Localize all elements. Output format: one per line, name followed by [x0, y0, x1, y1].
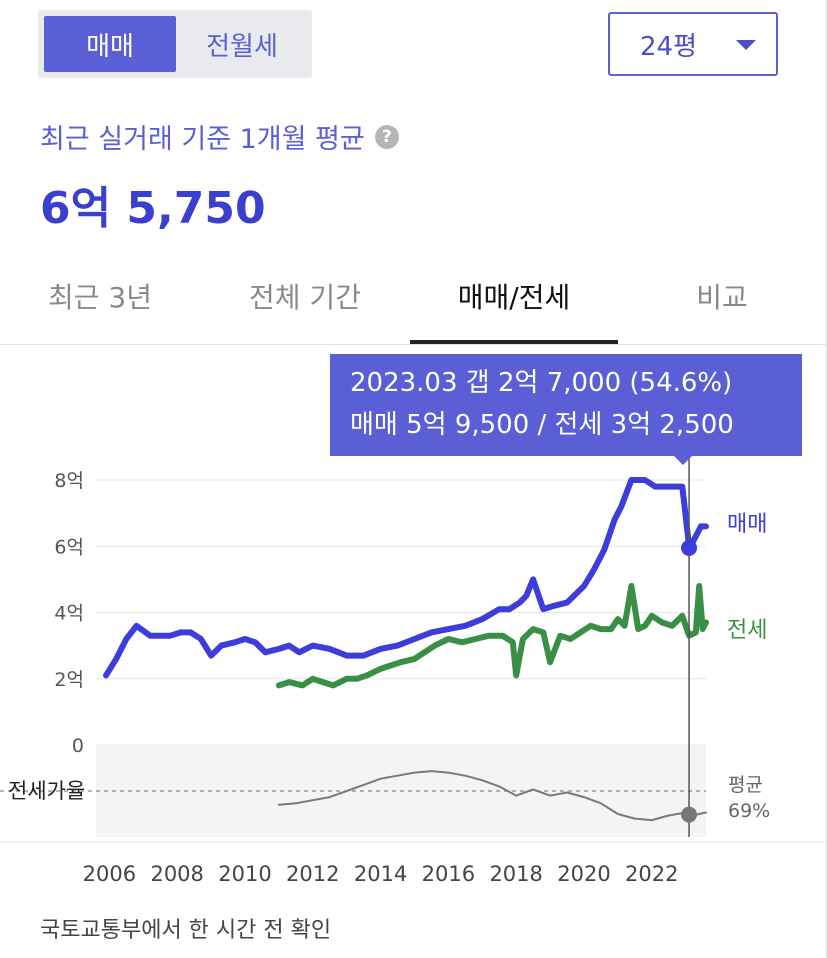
x-tick-label: 2008: [150, 862, 203, 886]
rent-toggle-button[interactable]: 전월세: [206, 31, 278, 62]
price-chart[interactable]: 8억 6억 4억 2억 0 전세가율 평균 69% 2006 2008 2010 2012 20…: [0, 345, 827, 905]
x-tick-label: 2012: [286, 862, 339, 886]
ratio-average-value: 69%: [728, 800, 770, 822]
jeonse-series-label: 전세: [727, 618, 767, 643]
chart-tooltip: 2023.03 갭 2억 7,000 (54.6%) 매매 5억 9,500 /…: [330, 354, 802, 465]
tab-recent-3y[interactable]: 최근 3년: [48, 281, 152, 314]
y-tick-label: 4억: [54, 603, 84, 625]
y-tick-label: 6억: [54, 536, 84, 558]
tabs-divider: [0, 344, 827, 345]
x-tick-label: 2020: [557, 862, 610, 886]
period-tabs: 최근 3년 전체 기간 매매/전세 비교: [0, 250, 827, 342]
ratio-panel-label: 전세가율: [8, 779, 85, 803]
x-tick-label: 2006: [83, 862, 136, 886]
trade-type-toggle: 매매 전월세: [38, 10, 312, 78]
tooltip-line-1: 2023.03 갭 2억 7,000 (54.6%): [350, 368, 733, 398]
y-tick-label: 2억: [54, 669, 84, 691]
active-tab-indicator: [410, 340, 618, 344]
ratio-hover-marker: [681, 806, 698, 823]
tab-all-period[interactable]: 전체 기간: [249, 281, 361, 314]
x-tick-label: 2014: [354, 862, 407, 886]
tooltip-line-2: 매매 5억 9,500 / 전세 3억 2,500: [350, 410, 734, 440]
caret-down-icon: [736, 40, 756, 50]
y-tick-label: 8억: [54, 470, 84, 492]
x-tick-label: 2010: [218, 862, 271, 886]
size-select-value: 24평: [640, 31, 698, 62]
x-tick-label: 2022: [625, 862, 678, 886]
tab-compare[interactable]: 비교: [696, 281, 748, 314]
jeonse-ratio-line: [277, 770, 707, 822]
price-basis-label: 최근 실거래 기준 1개월 평균 ?: [40, 117, 399, 156]
tooltip-arrow: [674, 456, 692, 465]
y-tick-label: 0: [72, 735, 84, 757]
sale-price-line: [103, 477, 709, 679]
data-source-note: 국토교통부에서 한 시간 전 확인: [40, 918, 332, 943]
sale-series-label: 매매: [727, 512, 767, 537]
sale-hover-marker: [681, 539, 698, 556]
average-price: 6억 5,750: [40, 183, 266, 234]
x-tick-label: 2018: [489, 862, 542, 886]
tab-sale-jeonse[interactable]: 매매/전세: [457, 281, 571, 314]
jeonse-price-line: [275, 583, 709, 689]
question-icon[interactable]: ?: [374, 124, 399, 149]
price-basis-text: 최근 실거래 기준 1개월 평균: [40, 124, 365, 155]
x-tick-label: 2016: [422, 862, 475, 886]
size-select[interactable]: 24평: [608, 12, 778, 76]
ratio-average-label: 평균: [728, 774, 763, 796]
sale-toggle-button[interactable]: 매매: [44, 16, 176, 72]
